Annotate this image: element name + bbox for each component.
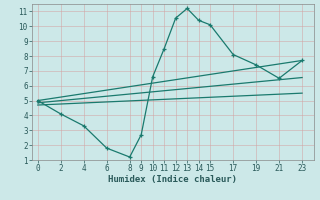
X-axis label: Humidex (Indice chaleur): Humidex (Indice chaleur) <box>108 175 237 184</box>
